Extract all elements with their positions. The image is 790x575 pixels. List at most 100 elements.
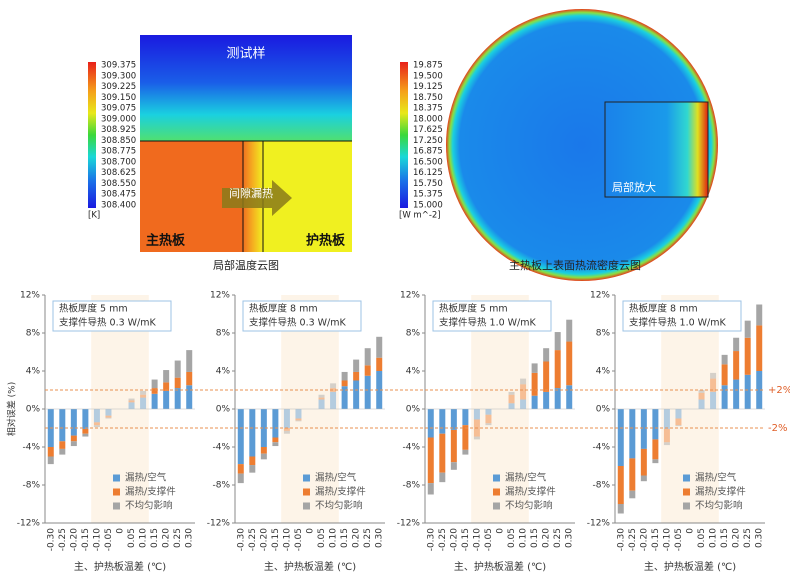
bar (640, 475, 647, 482)
x-axis-label: 主、护热板温差 (℃) (644, 560, 736, 573)
annotation-box (432, 300, 552, 332)
bar (733, 379, 740, 409)
annotation: 支撑件导热 1.0 W/mK (629, 317, 726, 329)
y-tick-label: 12% (20, 291, 40, 301)
bar (485, 423, 492, 426)
bar (105, 417, 112, 419)
caption: 局部温度云图 (213, 258, 279, 272)
bar (140, 394, 147, 398)
colorbar-label: 18.000 (413, 114, 443, 124)
legend-swatch (303, 502, 310, 510)
bar (531, 363, 538, 373)
bar (330, 388, 337, 392)
x-tick-label: -0.25 (628, 528, 638, 551)
bar (318, 397, 325, 400)
y-tick-label: -4% (402, 443, 420, 453)
legend-swatch (493, 474, 500, 482)
x-tick-label: 0.10 (329, 528, 339, 548)
colorbar-unit: [W m^-2] (399, 211, 441, 221)
bar (272, 409, 279, 438)
x-tick-label: 0.30 (375, 528, 385, 548)
chart: -0.30 -0.25 -0.20 -0.15 -0.10 -0.05 0 0.05 0.10 0… (587, 291, 765, 573)
legend-label: 不均匀影响 (315, 500, 363, 512)
bar (450, 462, 457, 470)
x-tick-label: 0.25 (173, 528, 183, 548)
legend-swatch (113, 474, 120, 482)
x-tick-label: 0.25 (363, 528, 373, 548)
x-tick-label: -0.10 (662, 528, 672, 552)
legend-label: 漏热/支撑件 (695, 486, 746, 498)
bar (566, 319, 573, 342)
bar (508, 403, 515, 409)
bar (698, 390, 705, 393)
bar (439, 409, 446, 434)
x-tick-label: -0.05 (674, 528, 684, 551)
bar (330, 383, 337, 389)
colorbar-label: 15.375 (413, 190, 443, 200)
bar (140, 390, 147, 395)
x-tick-label: -0.30 (46, 528, 56, 552)
y-tick-label: 4% (406, 367, 421, 377)
bar (675, 418, 682, 426)
y-tick-label: -12% (207, 519, 231, 529)
x-tick-label: -0.05 (484, 528, 494, 551)
bar (640, 448, 647, 476)
colorbar-label: 308.625 (101, 168, 136, 178)
bar (462, 449, 469, 455)
chart: -0.30 -0.25 -0.20 -0.15 -0.10 -0.05 0 0.05 0.10 0… (397, 291, 575, 573)
bar (82, 409, 89, 429)
x-tick-label: 0.20 (162, 528, 172, 548)
bar (47, 456, 54, 465)
bar (744, 320, 751, 338)
bar (93, 422, 100, 426)
annotation: 支撑件导热 0.3 W/mK (59, 317, 156, 329)
legend-label: 漏热/空气 (695, 472, 737, 484)
gap-label: 间隙漏热 (229, 186, 273, 200)
bar (617, 466, 624, 504)
colorbar-label: 17.250 (413, 136, 443, 146)
caption: 主热板上表面热流密度云图 (509, 258, 641, 272)
bar (733, 337, 740, 352)
colorbar-label: 308.550 (101, 179, 136, 189)
x-tick-label: -0.20 (639, 528, 649, 552)
x-tick-label: 0.25 (553, 528, 563, 548)
bar (427, 437, 434, 484)
legend-label: 不均匀影响 (695, 500, 743, 512)
bar (566, 385, 573, 409)
x-tick-label: -0.10 (472, 528, 482, 552)
y-tick-label: 12% (210, 291, 230, 301)
x-axis-label: 主、护热板温差 (℃) (264, 560, 356, 573)
bar (186, 371, 193, 386)
bar (260, 409, 267, 447)
x-tick-label: -0.20 (259, 528, 269, 552)
bar (330, 391, 337, 409)
x-tick-label: -0.15 (651, 528, 661, 551)
x-tick-label: 0 (686, 528, 696, 534)
bar (450, 429, 457, 463)
x-tick-label: 0.30 (565, 528, 575, 548)
bar (629, 458, 636, 491)
bar (249, 465, 256, 473)
chart: -0.30 -0.25 -0.20 -0.15 -0.10 -0.05 0 0.05 0.10 0… (6, 291, 195, 573)
bar (272, 437, 279, 443)
colorbar-label: 308.775 (101, 147, 136, 157)
y-tick-label: 8% (596, 329, 611, 339)
colorbar-label: 308.475 (101, 190, 136, 200)
bar (543, 361, 550, 392)
bar (295, 418, 302, 421)
colorbar-label: 16.500 (413, 157, 443, 167)
bar (318, 399, 325, 409)
colorbar-unit: [K] (88, 211, 100, 221)
x-tick-label: -0.15 (271, 528, 281, 551)
x-axis-label: 主、护热板温差 (℃) (454, 560, 546, 573)
x-tick-label: 0.10 (519, 528, 529, 548)
bar (554, 332, 561, 351)
legend-label: 漏热/空气 (315, 472, 357, 484)
x-tick-label: 0 (306, 528, 316, 534)
legend-swatch (683, 488, 690, 496)
y-tick-label: 4% (596, 367, 611, 377)
y-tick-label: -8% (212, 481, 230, 491)
bar (59, 448, 66, 455)
annotation: 支撑件导热 0.3 W/mK (249, 317, 346, 329)
colorbar-label: 19.500 (413, 71, 443, 81)
